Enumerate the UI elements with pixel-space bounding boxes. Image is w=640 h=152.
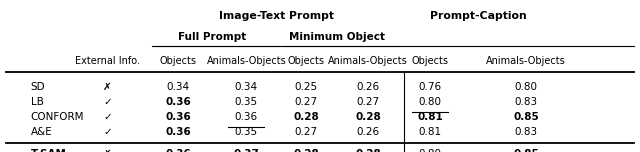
Text: Objects: Objects <box>412 56 449 66</box>
Text: 0.28: 0.28 <box>355 149 381 152</box>
Text: 0.27: 0.27 <box>356 97 380 107</box>
Text: 0.80: 0.80 <box>419 149 442 152</box>
Text: External Info.: External Info. <box>75 56 140 66</box>
Text: Objects: Objects <box>287 56 324 66</box>
Text: 0.37: 0.37 <box>234 149 259 152</box>
Text: Animals-Objects: Animals-Objects <box>486 56 566 66</box>
Text: ✗: ✗ <box>103 82 112 92</box>
Text: SD: SD <box>31 82 45 92</box>
Text: 0.36: 0.36 <box>165 112 191 122</box>
Text: 0.36: 0.36 <box>235 112 258 122</box>
Text: 0.85: 0.85 <box>513 149 539 152</box>
Text: ✓: ✓ <box>103 112 112 122</box>
Text: ✗: ✗ <box>103 149 112 152</box>
Text: CONFORM: CONFORM <box>31 112 84 122</box>
Text: 0.76: 0.76 <box>419 82 442 92</box>
Text: Animals-Objects: Animals-Objects <box>328 56 408 66</box>
Text: 0.28: 0.28 <box>293 112 319 122</box>
Text: Objects: Objects <box>159 56 196 66</box>
Text: 0.35: 0.35 <box>235 127 258 137</box>
Text: 0.27: 0.27 <box>294 97 317 107</box>
Text: 0.36: 0.36 <box>165 97 191 107</box>
Text: 0.81: 0.81 <box>417 112 443 122</box>
Text: 0.85: 0.85 <box>513 112 539 122</box>
Text: ✓: ✓ <box>103 97 112 107</box>
Text: 0.80: 0.80 <box>419 97 442 107</box>
Text: 0.35: 0.35 <box>235 97 258 107</box>
Text: 0.81: 0.81 <box>419 127 442 137</box>
Text: T-SAM: T-SAM <box>31 149 67 152</box>
Text: 0.80: 0.80 <box>515 82 538 92</box>
Text: 0.26: 0.26 <box>356 82 380 92</box>
Text: 0.36: 0.36 <box>165 149 191 152</box>
Text: 0.26: 0.26 <box>356 127 380 137</box>
Text: 0.83: 0.83 <box>515 97 538 107</box>
Text: Image-Text Prompt: Image-Text Prompt <box>219 11 333 21</box>
Text: 0.34: 0.34 <box>166 82 189 92</box>
Text: 0.25: 0.25 <box>294 82 317 92</box>
Text: Minimum Object: Minimum Object <box>289 32 385 42</box>
Text: A&E: A&E <box>31 127 52 137</box>
Text: 0.34: 0.34 <box>235 82 258 92</box>
Text: 0.28: 0.28 <box>293 149 319 152</box>
Text: Prompt-Caption: Prompt-Caption <box>429 11 527 21</box>
Text: Animals-Objects: Animals-Objects <box>207 56 286 66</box>
Text: ✓: ✓ <box>103 127 112 137</box>
Text: 0.27: 0.27 <box>294 127 317 137</box>
Text: LB: LB <box>31 97 44 107</box>
Text: 0.83: 0.83 <box>515 127 538 137</box>
Text: 0.36: 0.36 <box>165 127 191 137</box>
Text: Full Prompt: Full Prompt <box>178 32 246 42</box>
Text: 0.28: 0.28 <box>355 112 381 122</box>
